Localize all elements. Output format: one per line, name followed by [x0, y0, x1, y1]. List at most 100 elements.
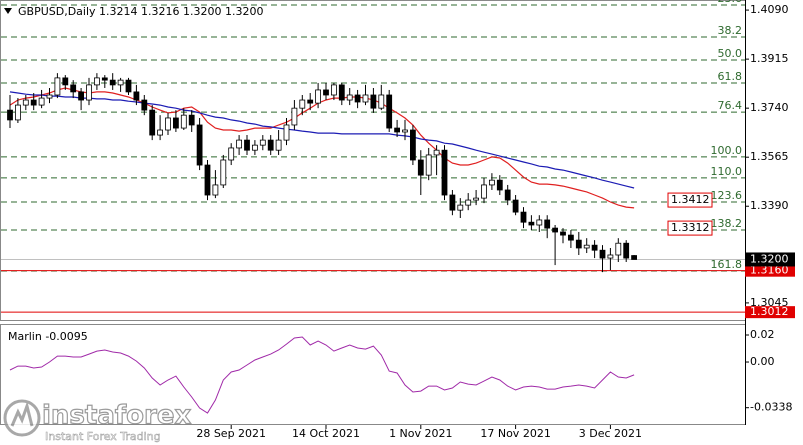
candle-body — [101, 77, 108, 81]
candle-body — [109, 79, 116, 86]
candle-body — [46, 94, 53, 99]
candle-body — [172, 117, 179, 129]
candle-body — [62, 77, 69, 86]
fib-level-label: 61.8 — [718, 70, 743, 83]
candle-body — [552, 227, 558, 233]
candle-body — [86, 84, 92, 101]
price-mark-box — [667, 220, 713, 236]
price-tag — [745, 306, 795, 319]
candle-body — [299, 99, 306, 109]
candle-body — [125, 79, 132, 93]
candle-body — [196, 124, 203, 166]
candle-body — [251, 144, 258, 151]
fib-level-label: 100.0 — [711, 144, 743, 157]
candle-body — [544, 219, 551, 229]
x-tick-label: 1 Nov 2021 — [389, 427, 452, 440]
candle-body — [291, 107, 298, 126]
fib-level-label: 110.0 — [711, 165, 743, 178]
candle-body — [220, 159, 227, 186]
candle-body — [370, 94, 377, 109]
candle-body — [504, 189, 511, 201]
x-tick-label: 14 Oct 2021 — [292, 427, 360, 440]
candle-body — [583, 244, 590, 249]
candle-body — [496, 179, 503, 191]
price-mark-label: 1.3412 — [671, 193, 710, 206]
candle-body — [259, 139, 266, 146]
y-tick-label: 1.3915 — [750, 52, 789, 65]
candle-body — [417, 159, 424, 176]
watermark-logo-mark — [10, 400, 34, 427]
candle-body — [449, 194, 456, 211]
fib-level-label: 123.6 — [711, 189, 743, 202]
fib-level-label: 38.2 — [718, 24, 743, 37]
candle-body — [528, 221, 535, 226]
candle-body — [560, 231, 566, 236]
candle-body — [615, 242, 622, 256]
watermark-brand: instaforex — [42, 401, 192, 431]
candle-body — [180, 114, 187, 129]
candle-body — [117, 79, 124, 86]
y-tick-label: 1.4090 — [750, 3, 789, 16]
candle-body — [188, 114, 195, 126]
collapse-arrow[interactable] — [4, 8, 12, 14]
candle-body — [488, 179, 495, 186]
candle-body — [591, 244, 598, 251]
watermark-tagline: Instant Forex Trading — [45, 430, 161, 443]
candle-body — [228, 147, 235, 161]
candle-body — [244, 139, 250, 151]
x-tick-label: 17 Nov 2021 — [480, 427, 550, 440]
price-tag-label: 1.3160 — [750, 264, 789, 277]
candle-body — [141, 99, 148, 111]
candle-body — [330, 84, 337, 96]
chart-title: GBPUSD,Daily 1.3214 1.3216 1.3200 1.3200 — [18, 5, 263, 18]
candle-body — [94, 77, 100, 86]
candle-body — [473, 197, 480, 201]
candle-body — [275, 139, 282, 151]
candle-body — [70, 84, 77, 93]
candle-body — [283, 124, 290, 141]
y-tick-label: 0.00 — [750, 355, 775, 368]
candle-body — [38, 97, 45, 106]
fib-level-label: 50.0 — [718, 47, 743, 60]
candle-body — [568, 234, 574, 241]
y-tick-label: -0.0338 — [750, 401, 792, 414]
fib-level-label: 23.6 — [718, 0, 743, 5]
candle-body — [433, 149, 440, 156]
candle-body — [378, 94, 385, 109]
candle-body — [78, 91, 84, 101]
fib-level-label: 161.8 — [711, 258, 743, 271]
candle-body — [7, 109, 13, 121]
candle-body — [315, 89, 322, 104]
x-tick-label: 28 Sep 2021 — [196, 427, 266, 440]
candle-body — [346, 94, 353, 101]
candle-body — [386, 94, 393, 129]
candle-body — [409, 129, 416, 161]
price-mark-box — [667, 192, 713, 208]
last-price-label: 1.3200 — [750, 252, 789, 265]
y-tick-label: 0.02 — [750, 328, 775, 341]
candle-body — [22, 99, 29, 106]
fib-level-label: 76.4 — [718, 99, 743, 112]
fib-level-label: 138.2 — [711, 217, 743, 230]
candle-body — [575, 239, 582, 249]
y-tick-label: 1.3565 — [750, 150, 789, 163]
price-tag-label: 1.3012 — [750, 305, 789, 318]
x-tick-label: 3 Dec 2021 — [579, 427, 642, 440]
candle-body — [30, 99, 37, 106]
candle-body — [536, 219, 543, 226]
candle-body — [457, 204, 464, 211]
price-tag — [745, 264, 795, 277]
candle-body — [149, 109, 156, 136]
y-tick-label: 1.3740 — [750, 101, 789, 114]
candle-body — [481, 184, 487, 199]
candle-body — [599, 249, 606, 259]
price-mark-label: 1.3312 — [671, 221, 710, 234]
moving-average — [9, 91, 635, 189]
candle-body — [441, 149, 448, 196]
candle-body — [425, 154, 432, 176]
moving-average — [9, 87, 635, 209]
candle-body — [607, 254, 614, 259]
last-price-tag — [745, 252, 795, 267]
